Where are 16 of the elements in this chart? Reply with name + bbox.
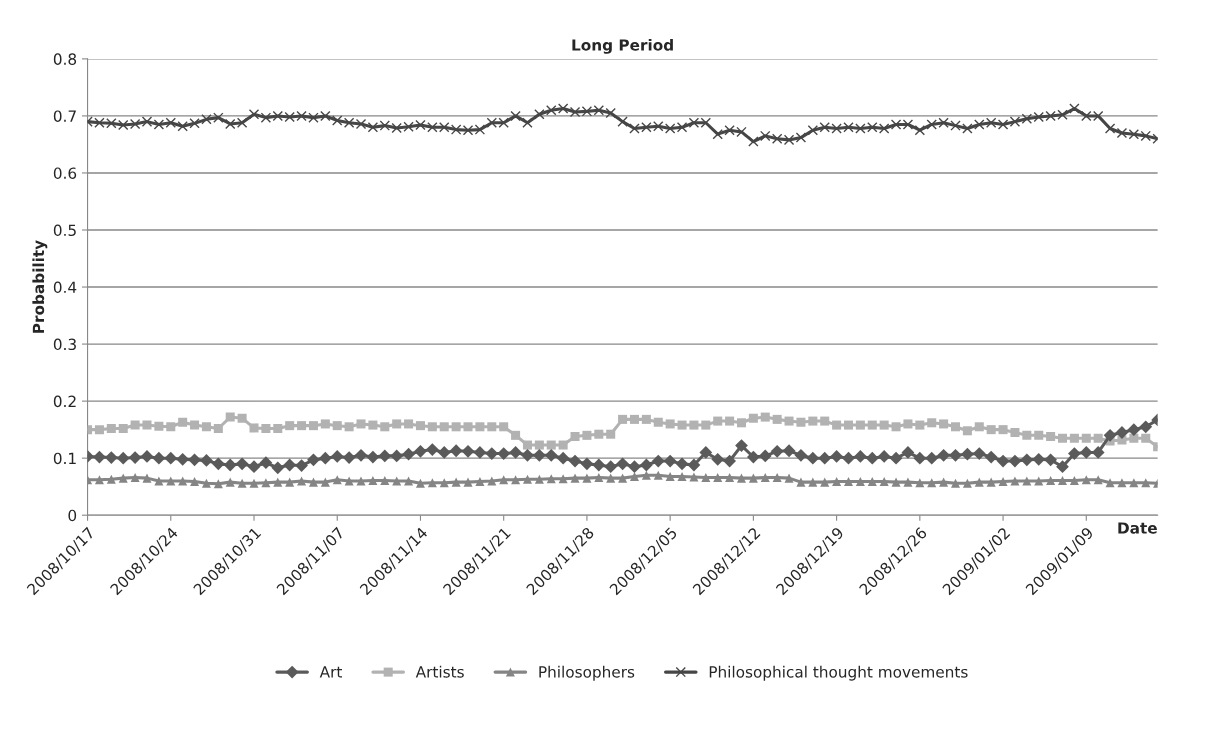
y-tick-label: 0.5 [53,224,76,237]
y-tick-label: 0.2 [53,395,76,408]
legend-label: Philosophers [539,665,635,681]
y-tick-label: 0.1 [53,452,76,465]
y-tick-label: 0.8 [53,53,77,65]
x-axis-title: Date [1118,522,1157,534]
legend-label: Artists [415,665,464,678]
y-axis-title: Probability [32,240,48,333]
y-tick-label: 0.6 [53,167,77,179]
chart-title: Long Period [572,38,673,54]
y-tick-label: 0.3 [53,338,76,351]
y-tick-label: 0.7 [53,110,76,122]
y-tick-label: 0 [68,509,77,522]
legend-label: Philosophical thought movements [709,665,968,681]
legend-label: Art [319,666,342,678]
y-tick-label: 0.4 [53,281,77,294]
